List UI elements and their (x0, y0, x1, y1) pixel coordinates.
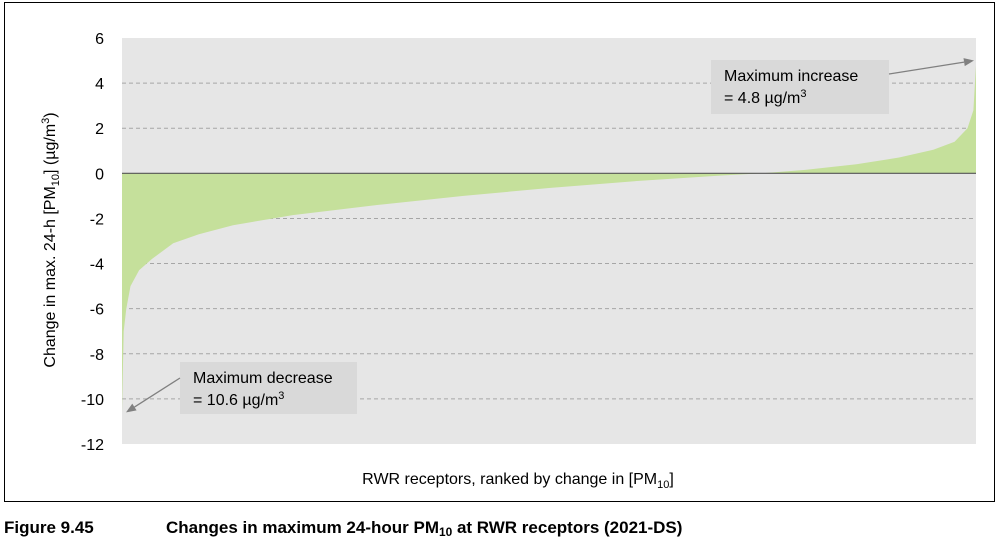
y-tick-label: -6 (90, 302, 104, 319)
arrowhead (963, 58, 974, 67)
annotation-max-increase: Maximum increase = 4.8 µg/m3 (711, 58, 974, 114)
y-axis-label: Change in max. 24-h [PM10] (µg/m3) (40, 112, 62, 367)
y-tick-label: -8 (90, 347, 104, 364)
y-tick-label: -10 (81, 392, 104, 409)
y-tick-label: -4 (90, 257, 104, 274)
chart: 6 4 2 0 -2 -4 -6 -8 -10 -12 Change in max. 24-h [… (40, 31, 976, 491)
figure-number: Figure 9.45 (4, 518, 94, 537)
arrowhead (126, 403, 137, 413)
y-tick-label: -2 (90, 211, 104, 228)
y-tick-labels: 6 4 2 0 -2 -4 -6 -8 -10 -12 (81, 31, 104, 454)
annotation-text: = 4.8 µg/m3 (724, 88, 807, 107)
annotation-text: Maximum decrease (193, 370, 333, 387)
y-tick-label: -12 (81, 437, 104, 454)
annotation-box (711, 60, 889, 114)
annotation-max-decrease: Maximum decrease = 10.6 µg/m3 (126, 362, 357, 414)
x-axis-label: RWR receptors, ranked by change in [PM10… (362, 471, 674, 491)
annotation-text: = 10.6 µg/m3 (193, 390, 284, 409)
y-tick-label: 2 (95, 121, 104, 138)
annotation-arrow (134, 377, 181, 408)
annotation-text: Maximum increase (724, 68, 858, 85)
y-tick-label: 4 (95, 76, 104, 93)
y-tick-label: 6 (95, 31, 104, 48)
annotation-box (180, 362, 357, 414)
figure-title: Changes in maximum 24-hour PM10 at RWR r… (166, 518, 683, 539)
annotation-arrow (888, 61, 965, 75)
y-tick-label: 0 (95, 166, 104, 183)
